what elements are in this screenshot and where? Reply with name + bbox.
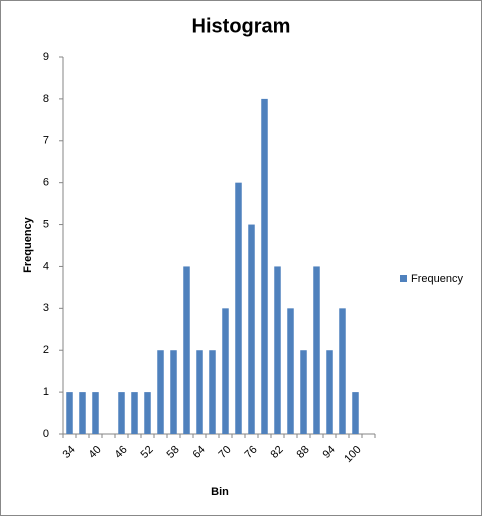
y-tick-label: 5 <box>43 218 49 230</box>
bar <box>352 392 359 434</box>
bar <box>131 392 138 434</box>
bar <box>157 350 164 434</box>
y-tick-label: 9 <box>43 51 49 63</box>
legend-swatch <box>400 275 407 282</box>
y-tick-label: 1 <box>43 386 49 398</box>
bar <box>196 350 203 434</box>
bar <box>66 392 73 434</box>
bar <box>248 224 255 434</box>
bar <box>92 392 99 434</box>
bar <box>222 308 229 434</box>
bar <box>235 182 242 434</box>
y-tick-label: 6 <box>43 177 49 189</box>
y-tick-label: 7 <box>43 135 49 147</box>
bar <box>339 308 346 434</box>
y-tick-label: 3 <box>43 302 49 314</box>
legend-label: Frequency <box>411 273 463 285</box>
bar <box>118 392 125 434</box>
bar <box>170 350 177 434</box>
bar <box>79 392 86 434</box>
bar <box>209 350 216 434</box>
x-axis-title: Bin <box>211 486 229 498</box>
bar <box>287 308 294 434</box>
y-tick-label: 4 <box>43 260 49 272</box>
bar <box>144 392 151 434</box>
bar <box>183 266 190 434</box>
y-tick-label: 2 <box>43 344 49 356</box>
chart-title: Histogram <box>192 15 291 37</box>
bar <box>326 350 333 434</box>
y-axis-title: Frequency <box>22 216 34 273</box>
y-tick-label: 8 <box>43 93 49 105</box>
bar <box>300 350 307 434</box>
y-tick-label: 0 <box>43 428 49 440</box>
bar <box>261 98 268 434</box>
bar <box>274 266 281 434</box>
bar <box>313 266 320 434</box>
